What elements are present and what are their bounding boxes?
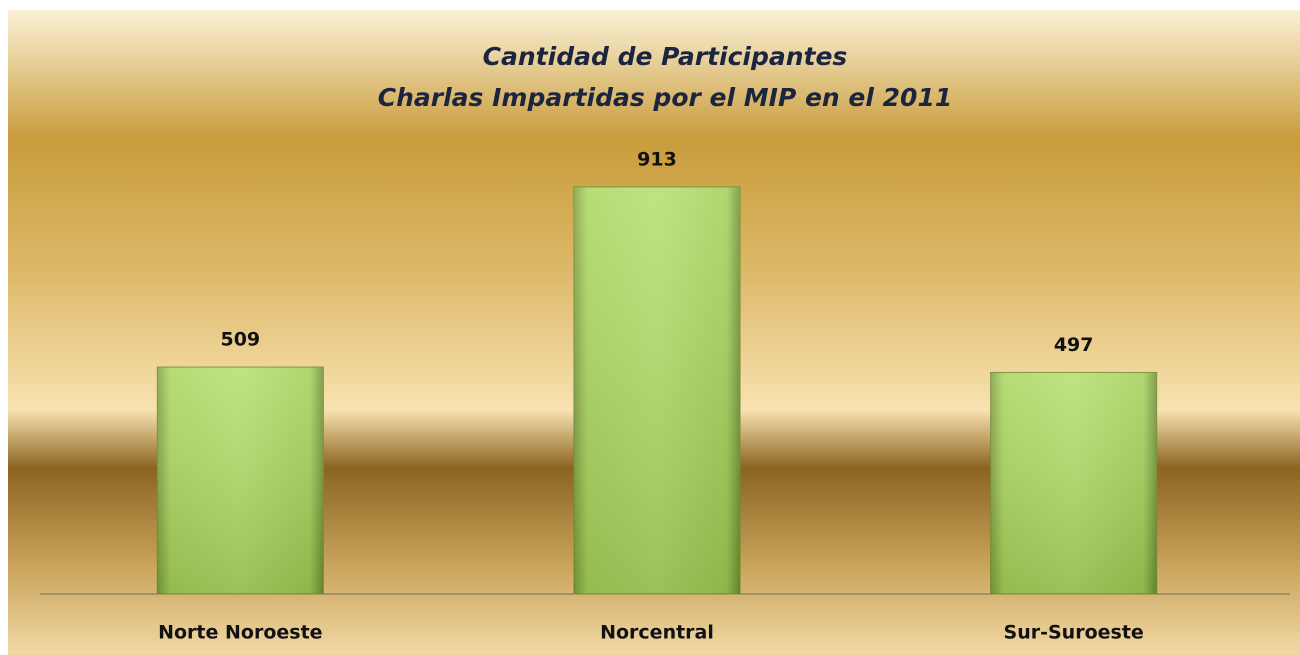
x-tick-label: Norcentral [600, 622, 714, 644]
chart-subtitle: Charlas Impartidas por el MIP en el 2011 [378, 83, 953, 112]
bar-shade [157, 367, 324, 594]
x-tick-label: Norte Noroeste [158, 622, 322, 644]
bar-shade [574, 187, 740, 594]
chart-title: Cantidad de Participantes [483, 42, 848, 71]
value-label: 913 [637, 149, 677, 171]
value-label: 497 [1054, 334, 1094, 356]
x-tick-label: Sur-Suroeste [1004, 622, 1144, 644]
value-label: 509 [220, 329, 260, 351]
bar-shade [990, 372, 1157, 594]
